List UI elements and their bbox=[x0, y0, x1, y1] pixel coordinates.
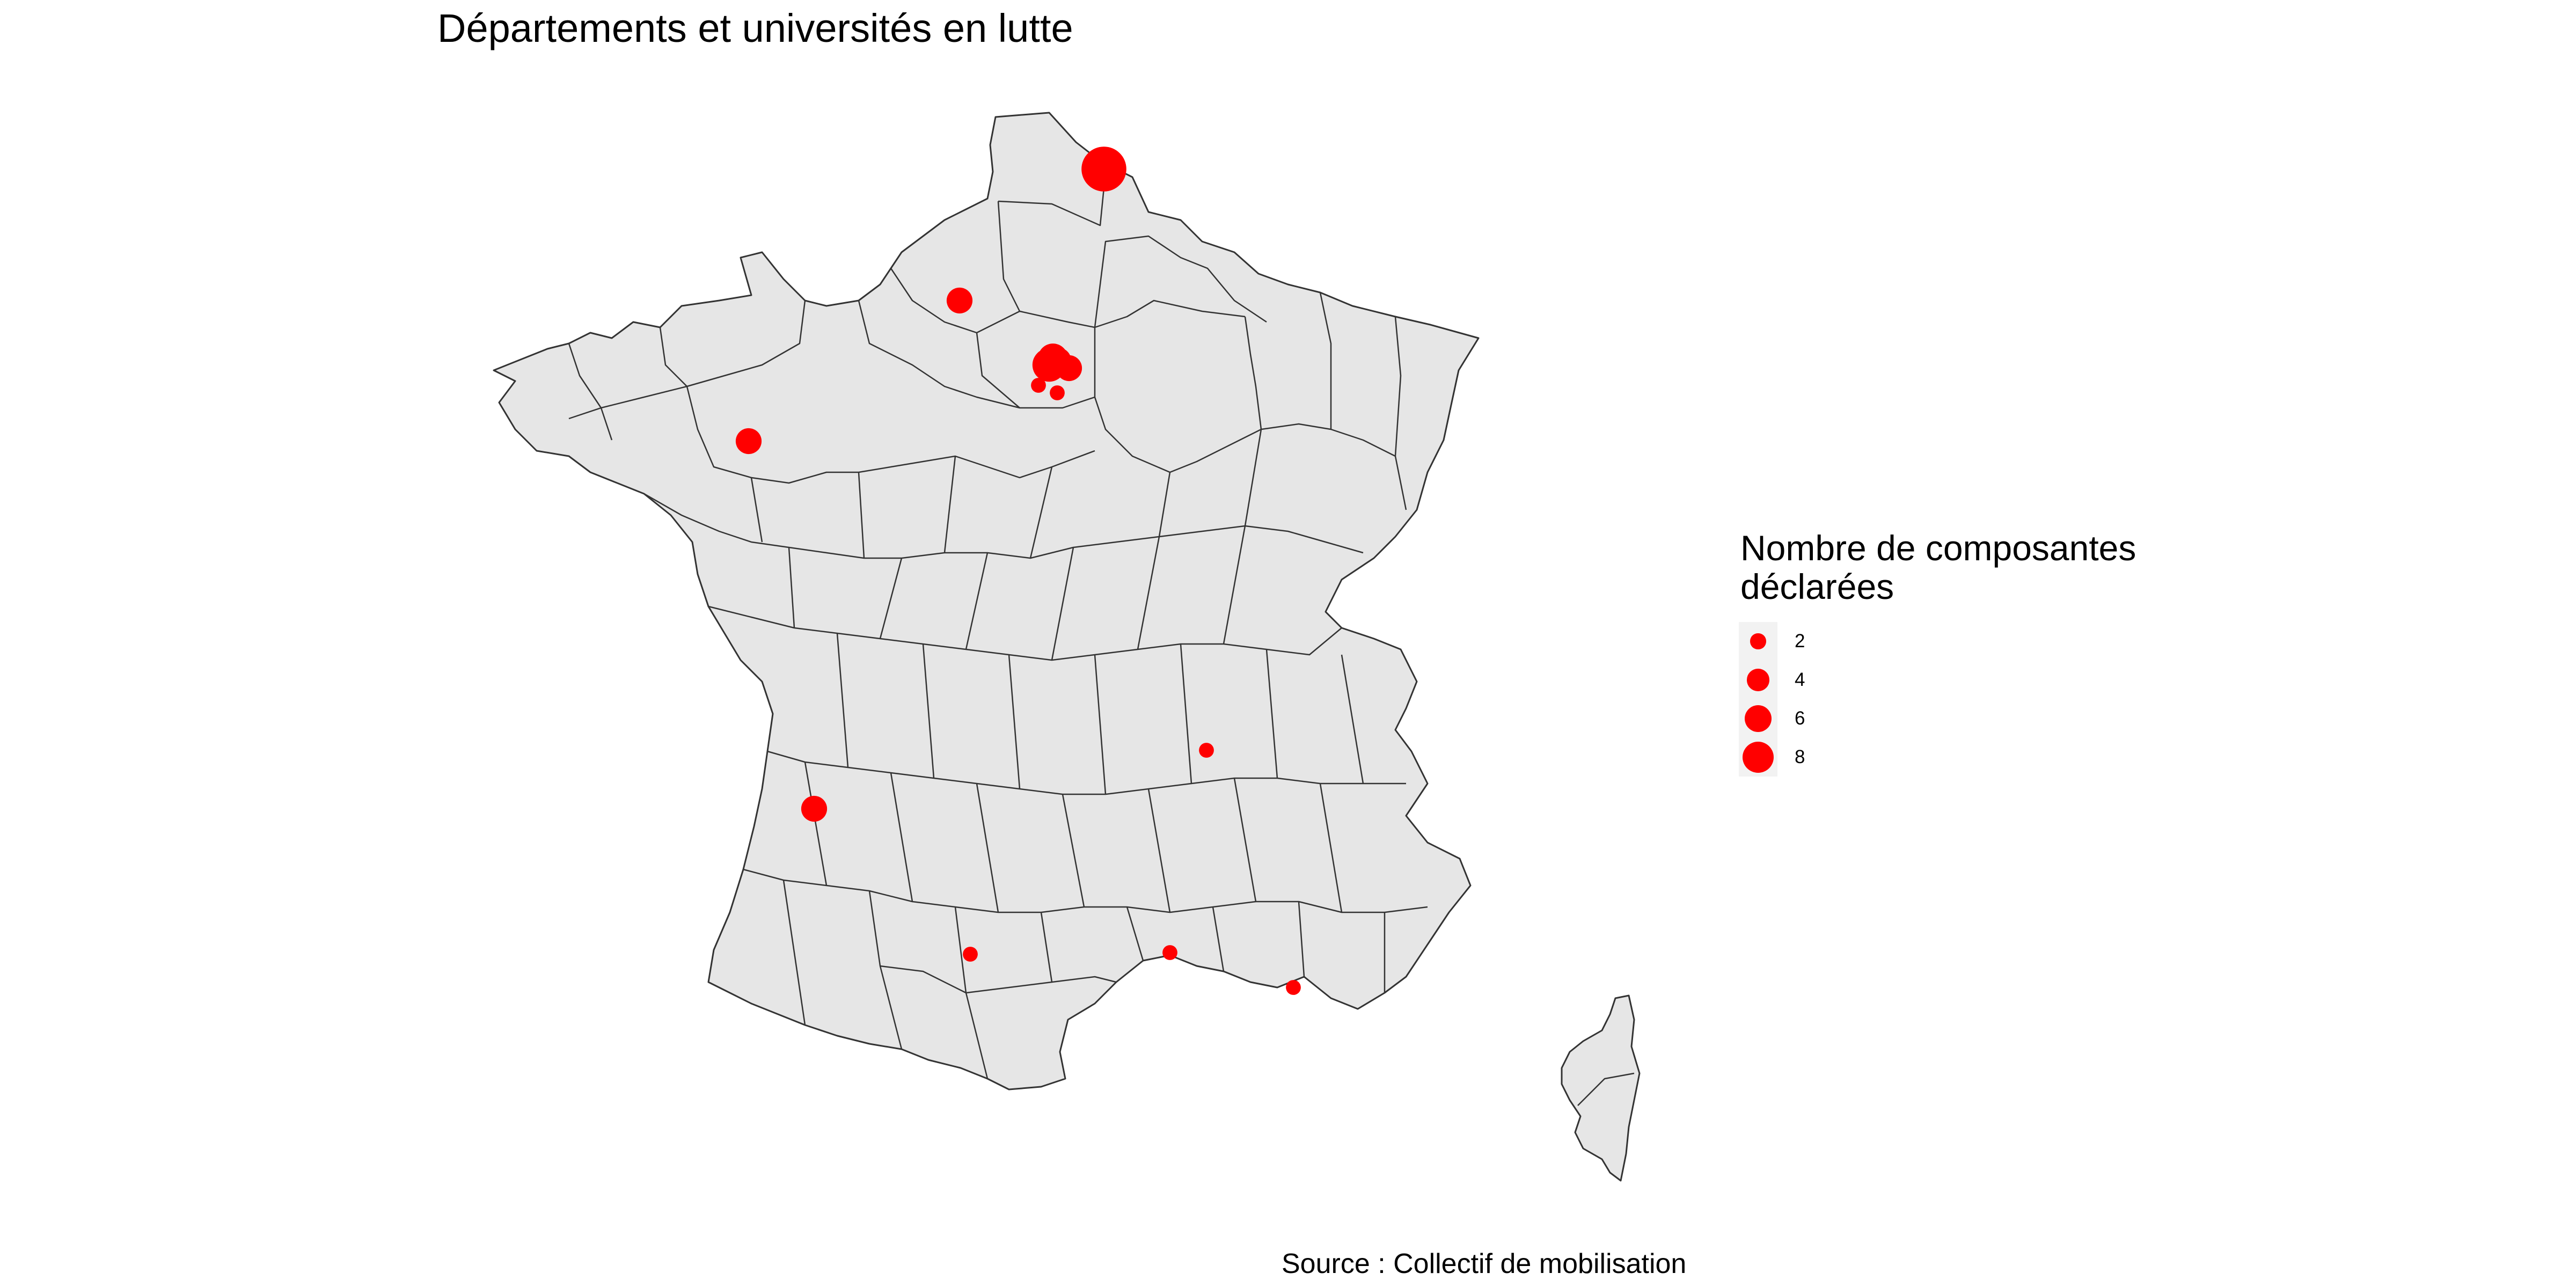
mobilisation-point bbox=[1199, 743, 1214, 758]
source-caption: Source : Collectif de mobilisation bbox=[1282, 1248, 1687, 1279]
mobilisation-point bbox=[1162, 945, 1177, 960]
mobilisation-point bbox=[1056, 355, 1082, 382]
legend-key bbox=[1739, 738, 1777, 777]
legend-label: 4 bbox=[1795, 669, 1805, 690]
mobilisation-point bbox=[963, 947, 978, 962]
corsica-outline bbox=[1561, 994, 1641, 1182]
mobilisation-point bbox=[1050, 385, 1065, 400]
legend-items: 2 4 6 8 bbox=[1739, 622, 2136, 777]
legend-dot-icon bbox=[1744, 705, 1772, 733]
legend-label: 8 bbox=[1795, 747, 1805, 767]
legend-item: 6 bbox=[1739, 699, 2136, 738]
legend-item: 2 bbox=[1739, 622, 2136, 661]
mobilisation-point bbox=[1031, 378, 1046, 393]
legend-item: 8 bbox=[1739, 738, 2136, 777]
legend-dot-icon bbox=[1747, 669, 1769, 691]
mobilisation-point bbox=[946, 287, 973, 314]
legend-label: 2 bbox=[1795, 631, 1805, 652]
legend-label: 6 bbox=[1795, 708, 1805, 729]
legend-key bbox=[1739, 622, 1777, 661]
legend-dot-icon bbox=[1750, 633, 1766, 649]
map-title: Départements et universités en lutte bbox=[437, 6, 1073, 50]
mobilisation-point bbox=[1081, 147, 1126, 192]
legend-item: 4 bbox=[1739, 661, 2136, 699]
mobilisation-points bbox=[735, 147, 1301, 995]
mainland-france-outline bbox=[493, 112, 1480, 1091]
departement-borders bbox=[568, 171, 1635, 1106]
legend: Nombre de composantes déclarées 2 4 6 8 bbox=[1739, 529, 2136, 777]
legend-title: Nombre de composantes déclarées bbox=[1740, 528, 2136, 606]
mobilisation-point bbox=[735, 428, 762, 455]
legend-dot-icon bbox=[1742, 741, 1774, 773]
legend-key bbox=[1739, 661, 1777, 699]
mobilisation-point bbox=[801, 795, 828, 822]
departement-boundaries bbox=[493, 112, 1641, 1182]
mobilisation-point bbox=[1286, 980, 1301, 995]
legend-key bbox=[1739, 699, 1777, 738]
